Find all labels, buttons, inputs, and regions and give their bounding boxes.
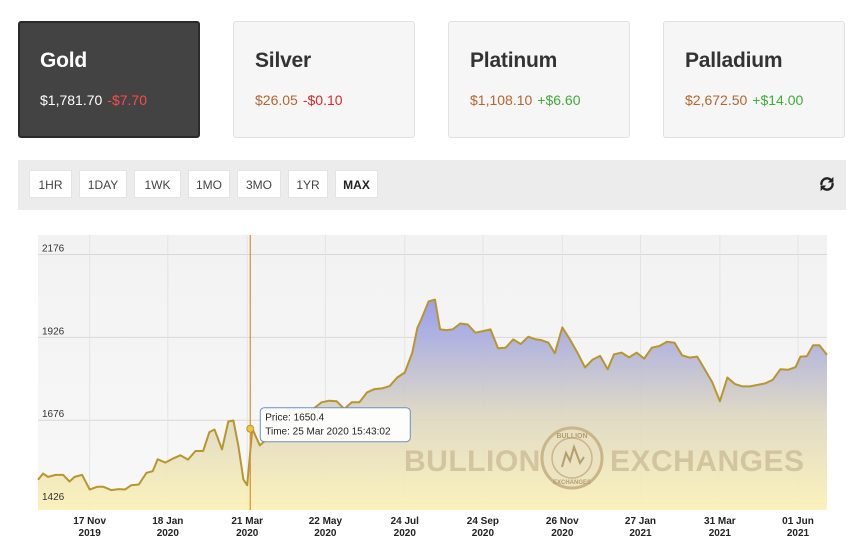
range-button-1wk[interactable]: 1WK <box>134 170 181 198</box>
x-tick-label: 24 Jul <box>391 516 420 527</box>
metal-card-silver[interactable]: Silver $26.05 -$0.10 <box>233 21 415 138</box>
watermark: BULLION EXCHANGES BULLION EXCHANGES <box>404 426 805 490</box>
x-tick-year: 2021 <box>787 528 810 539</box>
range-button-1mo[interactable]: 1MO <box>188 170 230 198</box>
range-button-1day[interactable]: 1DAY <box>79 170 127 198</box>
metal-change: +$14.00 <box>752 92 804 108</box>
x-tick-label: 31 Mar <box>704 516 736 527</box>
metal-quote: $2,672.50 +$14.00 <box>685 92 803 108</box>
x-tick-year: 2021 <box>709 528 732 539</box>
x-tick-label: 01 Jun <box>782 516 814 527</box>
watermark-text-right: EXCHANGES <box>610 445 805 478</box>
x-tick-label: 21 Mar <box>231 516 263 527</box>
metal-change: +$6.60 <box>537 92 581 108</box>
watermark-text-left: BULLION <box>404 445 541 478</box>
metal-price: $1,781.70 <box>40 92 103 108</box>
refresh-icon[interactable] <box>818 175 836 193</box>
metal-quote: $26.05 -$0.10 <box>255 92 343 108</box>
metal-card-palladium[interactable]: Palladium $2,672.50 +$14.00 <box>663 21 845 138</box>
hover-point <box>246 424 255 433</box>
range-button-max[interactable]: MAX <box>335 170 378 198</box>
y-tick-label: 1676 <box>42 409 65 420</box>
bullion-seal-icon: BULLION EXCHANGES <box>540 426 604 490</box>
price-tooltip: Price: 1650.4 Time: 25 Mar 2020 15:43:02 <box>259 407 411 443</box>
range-button-3mo[interactable]: 3MO <box>237 170 281 198</box>
price-line <box>37 298 828 492</box>
metal-quote: $1,108.10 +$6.60 <box>470 92 581 108</box>
metal-name: Gold <box>40 49 88 72</box>
x-tick-year: 2020 <box>314 528 337 539</box>
tooltip-price: Price: 1650.4 <box>265 413 324 424</box>
x-tick-label: 26 Nov <box>546 516 579 527</box>
x-tick-label: 27 Jan <box>625 516 656 527</box>
range-button-1yr[interactable]: 1YR <box>288 170 328 198</box>
x-tick-label: 17 Nov <box>73 516 106 527</box>
metal-quote: $1,781.70 -$7.70 <box>40 92 147 108</box>
metal-card-gold[interactable]: Gold $1,781.70 -$7.70 <box>18 21 200 138</box>
y-tick-label: 1426 <box>42 492 65 503</box>
price-area <box>38 299 827 510</box>
metal-price: $2,672.50 <box>685 92 748 108</box>
svg-text:EXCHANGES: EXCHANGES <box>553 480 591 486</box>
x-tick-year: 2020 <box>394 528 417 539</box>
x-tick-label: 22 May <box>309 516 343 527</box>
range-button-1hr[interactable]: 1HR <box>29 170 72 198</box>
metal-name: Silver <box>255 49 312 72</box>
tooltip-time: Time: 25 Mar 2020 15:43:02 <box>265 427 391 438</box>
x-tick-year: 2021 <box>629 528 652 539</box>
metal-name: Platinum <box>470 49 558 72</box>
metal-card-platinum[interactable]: Platinum $1,108.10 +$6.60 <box>448 21 630 138</box>
x-tick-year: 2020 <box>236 528 259 539</box>
range-toolbar: 1HR 1DAY 1WK 1MO 3MO 1YR MAX <box>18 160 846 210</box>
svg-text:BULLION: BULLION <box>556 433 587 440</box>
metal-change: -$7.70 <box>107 92 147 108</box>
metal-price: $26.05 <box>255 92 298 108</box>
price-chart: BULLION EXCHANGES BULLION EXCHANGES 1426… <box>37 235 828 539</box>
y-tick-label: 1926 <box>42 326 65 337</box>
x-tick-label: 18 Jan <box>152 516 183 527</box>
x-tick-year: 2020 <box>551 528 574 539</box>
x-tick-year: 2020 <box>472 528 495 539</box>
x-tick-label: 24 Sep <box>467 516 499 527</box>
metal-change: -$0.10 <box>302 92 343 108</box>
x-tick-year: 2019 <box>79 528 102 539</box>
x-tick-year: 2020 <box>157 528 180 539</box>
metal-name: Palladium <box>685 49 783 72</box>
y-tick-label: 2176 <box>42 244 65 255</box>
metal-price: $1,108.10 <box>470 92 533 108</box>
